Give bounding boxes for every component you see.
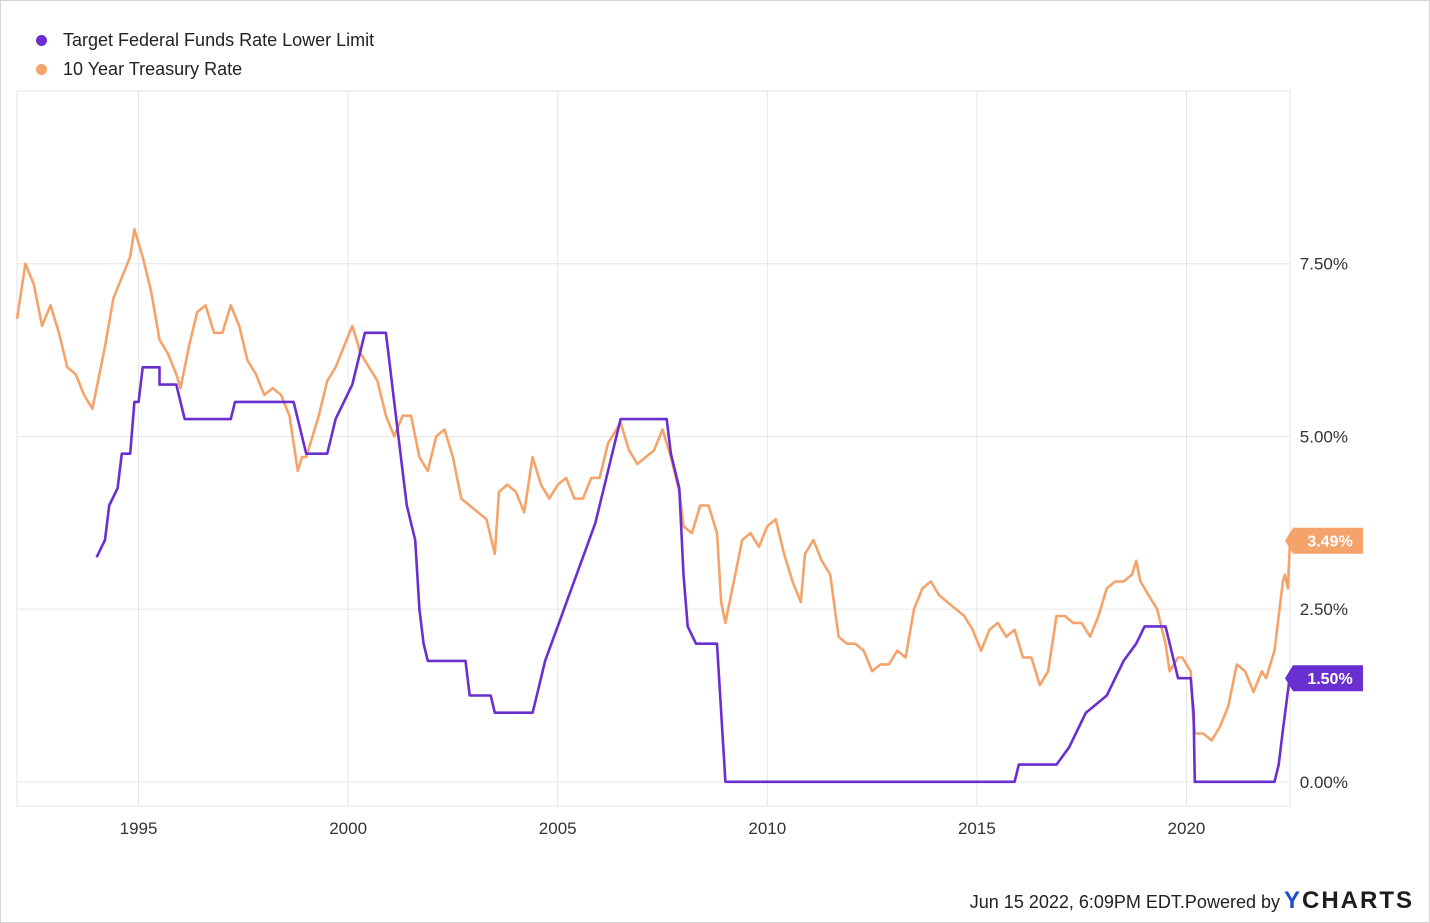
end-label-badge-treasury [1285,527,1363,554]
legend-swatch-treasury [36,64,47,75]
end-label-text-treasury: 3.49% [1307,534,1352,551]
footer-timestamp: Jun 15 2022, 6:09PM EDT. [969,892,1185,912]
plot-area [16,90,1291,807]
footer-powered-by: Powered by [1184,892,1280,912]
chart-footer: Jun 15 2022, 6:09PM EDT. Powered by YCHA… [970,887,1414,915]
y-tick-label: 5.00% [1300,427,1348,446]
y-tick-label: 2.50% [1300,600,1348,619]
series-line-treasury [15,227,1292,742]
legend-label-fed-funds: Target Federal Funds Rate Lower Limit [63,30,375,50]
x-tick-label: 2000 [329,819,367,838]
x-tick-label: 1995 [120,819,158,838]
ycharts-logo-text: CHARTS [1302,887,1414,914]
end-label-text-fed-funds: 1.50% [1307,671,1352,688]
legend: Target Federal Funds Rate Lower Limit 10… [36,26,374,84]
x-tick-label: 2020 [1168,819,1206,838]
series-line-fed-funds [95,331,1291,784]
legend-swatch-fed-funds [36,35,47,46]
ycharts-logo-y: Y [1283,887,1302,914]
y-tick-label: 7.50% [1300,255,1348,274]
x-tick-label: 2005 [539,819,577,838]
end-label-badge-fed-funds [1285,665,1363,692]
x-tick-label: 2010 [748,819,786,838]
y-tick-label: 0.00% [1300,773,1348,792]
legend-item-treasury[interactable]: 10 Year Treasury Rate [36,55,374,84]
legend-item-fed-funds[interactable]: Target Federal Funds Rate Lower Limit [36,26,374,55]
x-tick-label: 2015 [958,819,996,838]
legend-label-treasury: 10 Year Treasury Rate [63,59,243,79]
ycharts-logo[interactable]: YCHARTS [1284,887,1414,915]
